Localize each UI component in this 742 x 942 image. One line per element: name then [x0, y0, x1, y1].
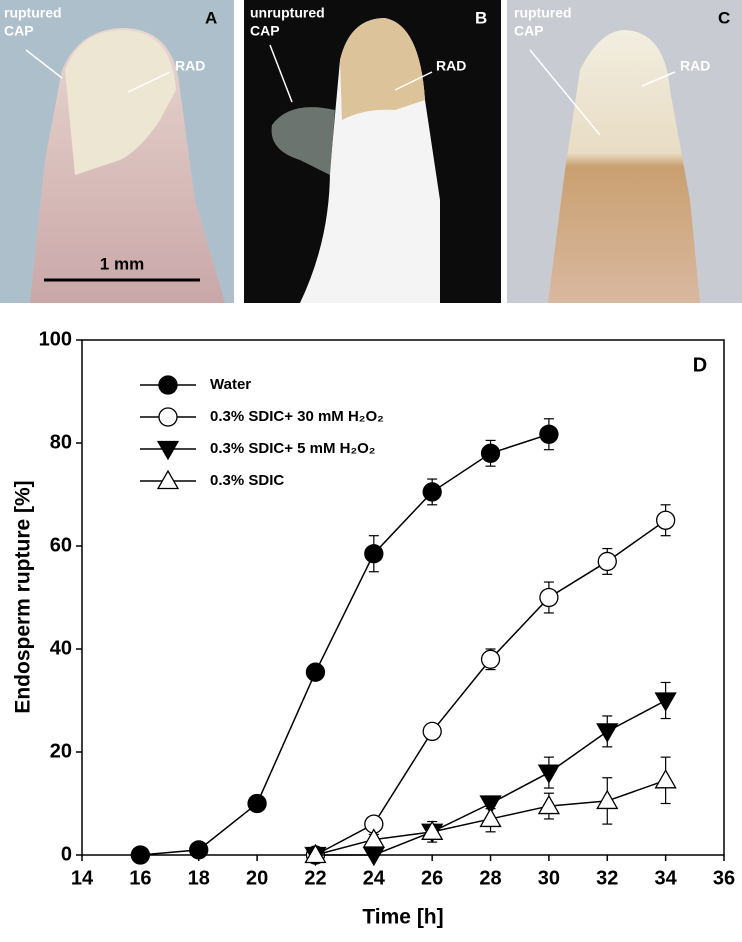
- marker: [362, 846, 385, 867]
- x-tick-label: 28: [479, 867, 501, 889]
- x-tick-label: 20: [246, 867, 268, 889]
- pointer: [641, 71, 676, 87]
- marker: [189, 840, 209, 860]
- y-tick-label: 40: [50, 637, 72, 659]
- legend-label: 0.3% SDIC+ 5 mM H₂O₂: [210, 440, 375, 457]
- photo-a: ruptured CAP RAD A 1 mm: [0, 0, 234, 303]
- y-axis-title: Endosperm rupture [%]: [12, 480, 35, 713]
- marker: [539, 587, 559, 608]
- x-tick-label: 22: [304, 867, 326, 889]
- legend-label: Water: [210, 376, 251, 393]
- radicle: [340, 18, 425, 120]
- x-tick-label: 24: [363, 867, 386, 889]
- x-tick-label: 32: [596, 867, 618, 889]
- rad-label: RAD: [680, 58, 710, 74]
- pointer: [269, 44, 293, 103]
- marker: [479, 807, 502, 828]
- marker: [479, 795, 502, 815]
- marker: [537, 794, 561, 815]
- cap: [271, 107, 335, 175]
- rad-label: RAD: [175, 58, 205, 74]
- panel-letter: A: [205, 8, 217, 27]
- marker: [655, 510, 676, 530]
- y-tick-label: 0: [61, 843, 72, 865]
- root: [548, 30, 700, 303]
- rad-label: RAD: [436, 58, 466, 74]
- marker: [480, 443, 501, 463]
- legend-label: 0.3% SDIC+ 30 mM H₂O₂: [210, 408, 384, 425]
- marker: [364, 544, 384, 564]
- legend-marker: [158, 407, 178, 427]
- legend-marker: [156, 469, 180, 490]
- panel-letter: C: [718, 8, 730, 27]
- marker: [362, 828, 385, 848]
- legend-marker: [156, 440, 180, 461]
- x-axis-title: Time [h]: [362, 906, 443, 929]
- cap-label: unruptured: [250, 5, 325, 21]
- scale-label: 1 mm: [100, 254, 144, 273]
- x-tick-label: 14: [71, 867, 94, 889]
- marker: [597, 551, 617, 572]
- x-tick-label: 34: [655, 867, 678, 889]
- cap-label: ruptured: [514, 5, 572, 21]
- marker: [596, 789, 619, 810]
- marker: [480, 649, 501, 669]
- pointer: [127, 71, 171, 93]
- pointer: [394, 71, 433, 91]
- y-tick-label: 20: [50, 740, 72, 762]
- x-tick-label: 30: [538, 867, 560, 889]
- x-tick-label: 36: [713, 867, 735, 889]
- panel-letter: B: [475, 8, 487, 27]
- marker: [422, 482, 442, 502]
- marker: [596, 723, 619, 743]
- marker: [247, 793, 267, 814]
- legend-marker: [158, 375, 178, 395]
- plot-frame: [81, 339, 725, 856]
- cap-label: CAP: [250, 23, 280, 39]
- photo-c: ruptured CAP RAD C: [507, 0, 742, 303]
- marker: [304, 843, 327, 864]
- pointer: [529, 49, 601, 136]
- marker: [305, 662, 326, 682]
- marker: [130, 845, 151, 865]
- pointer: [25, 49, 63, 79]
- cap-label: ruptured: [4, 5, 62, 21]
- marker: [421, 820, 444, 840]
- y-tick-label: 60: [50, 534, 72, 556]
- cap-label: CAP: [4, 23, 34, 39]
- marker: [539, 424, 559, 444]
- marker: [654, 692, 677, 712]
- marker: [422, 721, 442, 742]
- y-tick-label: 100: [39, 328, 72, 350]
- y-tick-label: 80: [50, 431, 72, 453]
- radicle: [65, 30, 176, 175]
- marker: [537, 764, 561, 784]
- x-tick-label: 18: [188, 867, 210, 889]
- series-line: [140, 433, 550, 856]
- legend-label: 0.3% SDIC: [210, 472, 284, 489]
- cap-label: CAP: [514, 23, 544, 39]
- chart: D Time [h] Endosperm rupture [%] 14 16 18 2…: [12, 328, 736, 928]
- x-tick-label: 26: [421, 867, 443, 889]
- marker: [654, 769, 677, 789]
- panel-letter: D: [693, 354, 707, 376]
- x-tick-label: 16: [129, 867, 151, 889]
- photo-b: unruptured CAP RAD B: [244, 0, 501, 303]
